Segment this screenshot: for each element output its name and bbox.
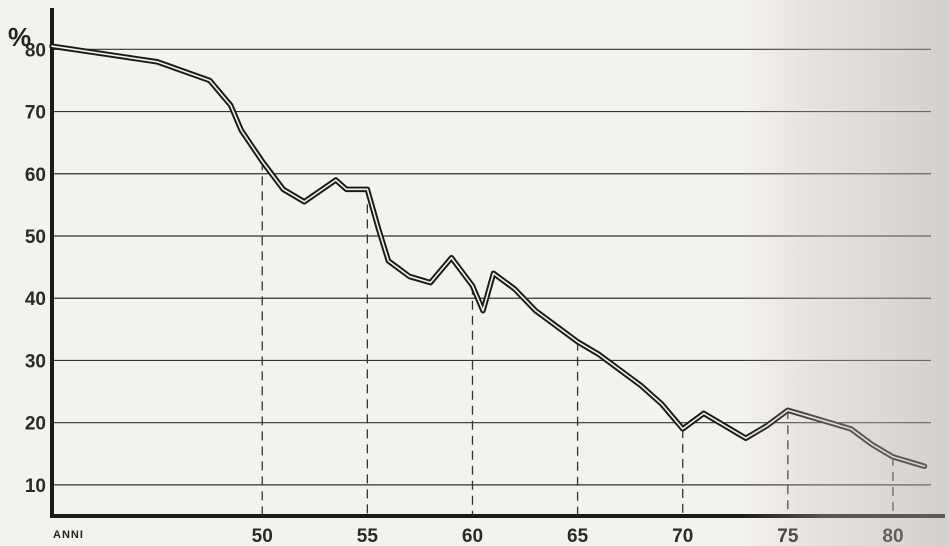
x-axis-label: ANNI xyxy=(53,529,84,541)
y-tick-label: 80 xyxy=(25,40,46,61)
series-group xyxy=(49,43,928,469)
y-tick-label: 70 xyxy=(25,103,46,124)
series-line-core xyxy=(51,45,926,468)
series-line-outline xyxy=(49,43,928,469)
x-tick-label: 50 xyxy=(252,526,273,546)
y-tick-label: 60 xyxy=(25,165,46,186)
x-tick-label: 70 xyxy=(672,526,693,546)
y-tick-label: 30 xyxy=(25,351,46,372)
y-tick-label: 10 xyxy=(25,476,46,497)
x-tick-label: 55 xyxy=(357,526,379,546)
x-tick-label: 75 xyxy=(777,526,799,546)
y-tick-label: 40 xyxy=(25,289,46,310)
drop-lines xyxy=(261,161,894,516)
y-tick-label: 20 xyxy=(25,414,46,435)
y-tick-label: 50 xyxy=(25,227,46,248)
tick-labels: 10 20 30 40 50 60 70 80 50 55 60 65 70 75 80 xyxy=(25,40,904,546)
x-tick-label: 65 xyxy=(567,526,589,546)
gridlines xyxy=(52,48,931,486)
x-tick-label: 80 xyxy=(882,526,903,546)
x-tick-label: 60 xyxy=(462,526,483,546)
unit-label: % xyxy=(8,22,31,52)
axes xyxy=(50,8,945,518)
